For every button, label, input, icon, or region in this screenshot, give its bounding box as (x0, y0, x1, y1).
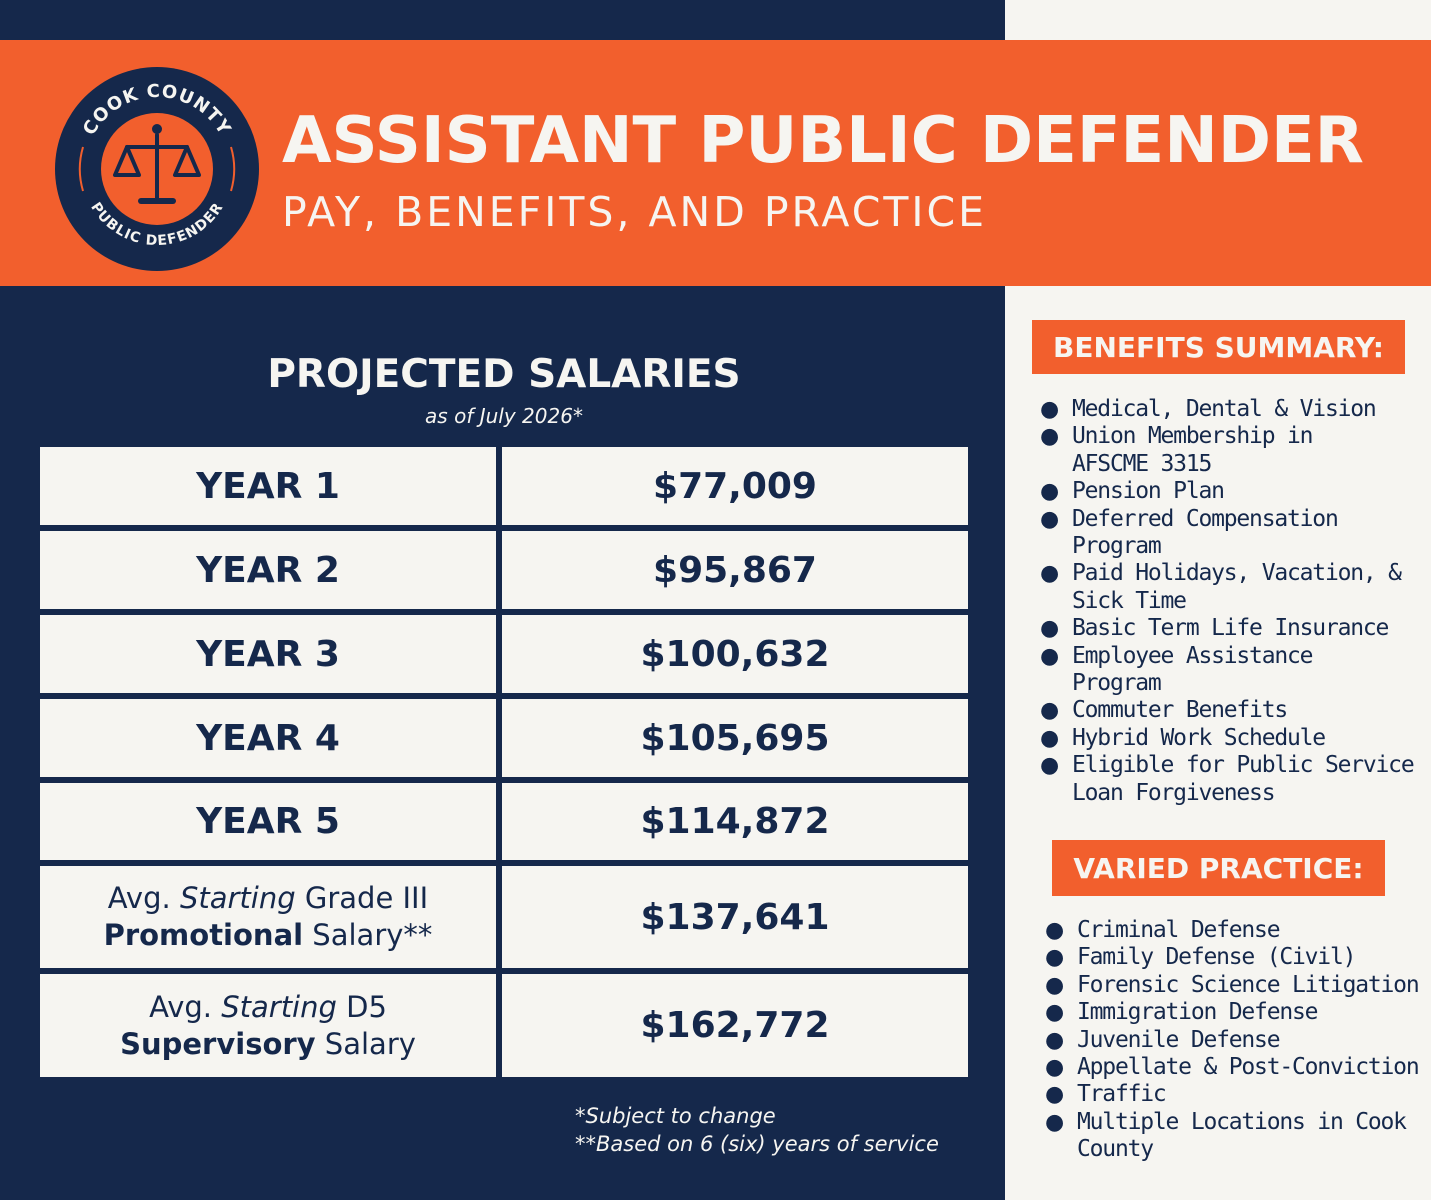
practice-list: ● Criminal Defense ● Family Defense (Civil… (1045, 917, 1420, 1164)
year-label: YEAR 1 (196, 465, 340, 507)
salary-amount: $95,867 (653, 549, 817, 591)
page-title: ASSISTANT PUBLIC DEFENDER (282, 104, 1364, 178)
bullet-icon: ● (1040, 506, 1060, 532)
year-label: YEAR 2 (196, 549, 340, 591)
bullet-icon: ● (1045, 918, 1065, 943)
salary-amount: $114,872 (640, 801, 830, 842)
scales-of-justice-icon (113, 124, 201, 204)
bullet-icon: ● (1040, 397, 1060, 422)
supervisory-salary-label: Avg. Starting D5 Supervisory Salary (120, 989, 416, 1061)
salary-amount: $77,009 (653, 465, 817, 507)
list-item: ● Employee Assistance Program (1040, 642, 1313, 697)
bullet-icon: ● (1040, 424, 1060, 450)
list-item: ● Traffic (1045, 1081, 1167, 1108)
varied-practice-heading: VARIED PRACTICE: (1052, 840, 1385, 896)
list-item: ● Forensic Science Litigation (1045, 971, 1420, 998)
list-item: ● Deferred Compensation Program (1040, 505, 1339, 560)
list-item: ● Immigration Defense (1045, 999, 1318, 1026)
salary-row-year-2: YEAR 2 $95,867 (40, 531, 968, 609)
list-item: ● Union Membership in AFSCME 3315 (1040, 423, 1313, 477)
list-item: ● Hybrid Work Schedule (1040, 724, 1326, 751)
bullet-icon: ● (1040, 561, 1060, 587)
list-item: ● Basic Term Life Insurance (1040, 615, 1389, 642)
salaries-heading: PROJECTED SALARIES (267, 352, 741, 397)
bullet-icon: ● (1045, 1027, 1065, 1053)
salary-row-year-5: YEAR 5 $114,872 (40, 783, 968, 860)
salary-row-promotional: Avg. Starting Grade III Promotional Sala… (40, 866, 968, 968)
footnote-subject-to-change: *Subject to change (575, 1104, 776, 1128)
list-item: ● Appellate & Post-Conviction (1045, 1054, 1420, 1081)
salaries-subheading: as of July 2026* (425, 404, 583, 428)
bullet-icon: ● (1045, 1109, 1065, 1135)
list-item: ● Commuter Benefits (1040, 697, 1288, 724)
bullet-icon: ● (1045, 945, 1065, 971)
year-label: YEAR 4 (196, 717, 340, 759)
list-item: ● Medical, Dental & Vision (1040, 396, 1377, 422)
list-item: ● Pension Plan (1040, 478, 1225, 505)
list-item: ● Multiple Locations in Cook County (1045, 1108, 1407, 1163)
salary-amount: $100,632 (640, 633, 830, 675)
salary-amount: $162,772 (640, 1005, 830, 1046)
bullet-icon: ● (1040, 643, 1060, 669)
list-item: ● Paid Holidays, Vacation, & Sick Time (1040, 560, 1402, 614)
salary-row-year-1: YEAR 1 $77,009 (40, 447, 968, 525)
footnote-years-of-service: **Based on 6 (six) years of service (575, 1132, 939, 1156)
bullet-icon: ● (1045, 1000, 1065, 1026)
salary-row-year-4: YEAR 4 $105,695 (40, 699, 968, 777)
bullet-icon: ● (1040, 725, 1060, 751)
promotional-salary-label: Avg. Starting Grade III Promotional Sala… (103, 881, 433, 952)
bullet-icon: ● (1045, 1055, 1065, 1081)
list-item: ● Criminal Defense (1045, 917, 1281, 943)
salary-amount: $105,695 (640, 717, 830, 759)
list-item: ● Eligible for Public Service Loan Forgive… (1040, 752, 1415, 806)
bullet-icon: ● (1040, 479, 1060, 505)
bullet-icon: ● (1040, 616, 1060, 642)
list-item: ● Juvenile Defense (1045, 1026, 1281, 1053)
cook-county-public-defender-seal-icon: COOK COUNTY PUBLIC DEFENDER (55, 67, 259, 271)
list-item: ● Family Defense (Civil) (1045, 944, 1356, 971)
salary-row-year-3: YEAR 3 $100,632 (40, 615, 968, 693)
benefits-summary-heading: BENEFITS SUMMARY: (1032, 320, 1405, 374)
page-subtitle: PAY, BENEFITS, AND PRACTICE (282, 188, 987, 236)
salary-amount: $137,641 (640, 896, 830, 938)
bullet-icon: ● (1040, 698, 1060, 724)
benefits-list: ● Medical, Dental & Vision ● Union Members… (1040, 396, 1415, 807)
bullet-icon: ● (1040, 753, 1060, 779)
year-label: YEAR 3 (196, 633, 340, 675)
bullet-icon: ● (1045, 1082, 1065, 1108)
salary-row-supervisory: Avg. Starting D5 Supervisory Salary $162… (40, 974, 968, 1077)
year-label: YEAR 5 (196, 801, 340, 842)
bullet-icon: ● (1045, 972, 1065, 998)
